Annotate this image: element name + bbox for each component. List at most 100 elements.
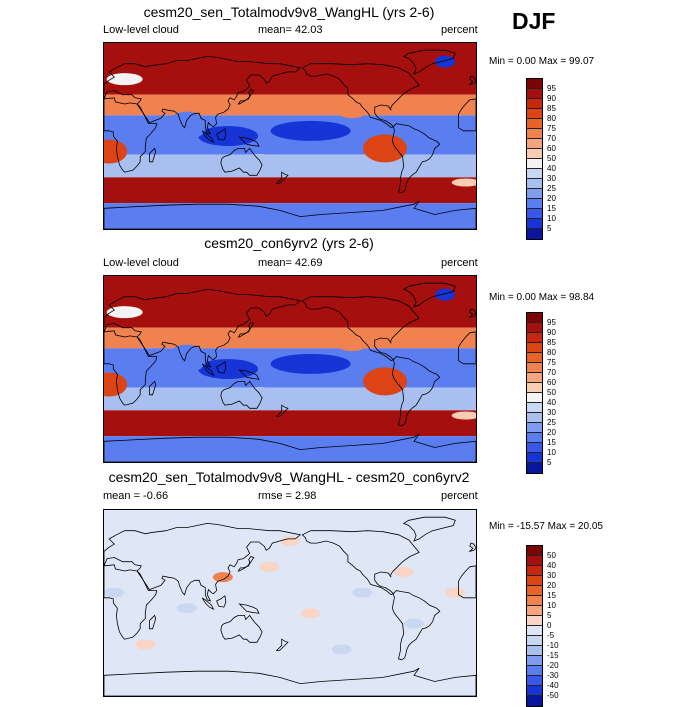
cloud-deck-peru (363, 367, 408, 396)
colorbar-cell (527, 323, 542, 333)
coastline (402, 282, 456, 308)
colorbar-cell (527, 443, 542, 453)
panel-1-min-max: Min = 0.00 Max = 99.07 (489, 56, 595, 67)
coastline (237, 322, 255, 338)
coastline (238, 603, 260, 614)
diff-anomaly (104, 587, 125, 598)
cloud-band-southern-ocean (104, 177, 476, 204)
coastline (468, 75, 476, 86)
panel-1-mean-label: mean= 42.03 (258, 24, 323, 36)
coastline (220, 380, 263, 409)
map-svg (104, 276, 476, 462)
colorbar-tick-label: 15 (547, 204, 556, 213)
cloud-low-pacific (270, 353, 351, 374)
colorbar-tick-label: 25 (547, 184, 556, 193)
colorbar-cell (527, 676, 542, 686)
cloud-band-north-sub (104, 327, 476, 349)
colorbar-tick-label: 70 (547, 368, 556, 377)
panel-2-map (103, 275, 477, 463)
coastline (104, 55, 302, 135)
colorbar-cell (527, 313, 542, 323)
colorbar-cell (527, 119, 542, 129)
colorbar-tick-label: 40 (547, 164, 556, 173)
colorbar-cell (527, 393, 542, 403)
panel-2-mean-label: mean= 42.69 (258, 257, 323, 269)
colorbar-cell (527, 353, 542, 363)
colorbar-cell (527, 586, 542, 596)
coastline (238, 369, 260, 380)
coastline (104, 433, 476, 462)
coastline (402, 49, 456, 75)
colorbar-cell (527, 453, 542, 463)
coastline (104, 330, 158, 406)
colorbar-tick-label: -15 (547, 651, 559, 660)
cloud-deck-california (336, 102, 368, 119)
coastline (201, 130, 215, 144)
cloud-band-north (104, 43, 476, 95)
coastline (237, 556, 255, 572)
colorbar-cell (527, 556, 542, 566)
colorbar-cell (527, 79, 542, 89)
cloud-low-australia (239, 153, 279, 170)
colorbar-cell (527, 423, 542, 433)
colorbar-tick-label: -10 (547, 641, 559, 650)
colorbar-tick-label: 5 (547, 224, 552, 233)
panel-3-rmse-label: rmse = 2.98 (258, 490, 317, 502)
colorbar-tick-label: 95 (547, 84, 556, 93)
colorbar-tick-label: -40 (547, 681, 559, 690)
colorbar-cell (527, 646, 542, 656)
panel-2-title: cesm20_con6yrv2 (yrs 2-6) (204, 235, 374, 251)
diff-anomaly (393, 567, 414, 577)
coastline (301, 296, 420, 362)
cloud-low-india (166, 111, 207, 140)
coastline (201, 597, 215, 611)
colorbar-cell (527, 616, 542, 626)
colorbar-cell (527, 199, 542, 209)
coastline (201, 363, 215, 377)
coastline (391, 356, 441, 427)
panel-3-units-label: percent (441, 490, 478, 502)
panel-3-mean-label: mean = -0.66 (103, 490, 169, 502)
colorbar-tick-label: 20 (547, 194, 556, 203)
coastline (468, 542, 476, 553)
coastline (238, 136, 260, 147)
coastline (237, 89, 255, 105)
coastline (104, 288, 302, 368)
panel-2-units-label: percent (441, 257, 478, 269)
cloud-mid-atlantic (451, 178, 476, 187)
cloud-low-greenland (435, 55, 455, 68)
coastline (275, 638, 289, 651)
panel-3-map (103, 509, 477, 697)
colorbar-tick-label: 70 (547, 134, 556, 143)
colorbar-cell (527, 566, 542, 576)
colorbar-tick-label: -20 (547, 661, 559, 670)
diff-anomaly (404, 618, 424, 629)
colorbar-tick-label: 75 (547, 124, 556, 133)
season-label: DJF (512, 8, 556, 34)
colorbar-tick-label: 10 (547, 601, 556, 610)
colorbar-cell (527, 383, 542, 393)
diff-anomaly (352, 587, 373, 598)
colorbar-tick-label: 5 (547, 611, 552, 620)
colorbar-tick-label: 85 (547, 104, 556, 113)
cloud-low-pacific (270, 120, 351, 141)
colorbar-cell (527, 656, 542, 666)
colorbar-cell (527, 596, 542, 606)
coastline (275, 171, 289, 184)
colorbar-tick-label: 15 (547, 591, 556, 600)
cloud-band-north (104, 276, 476, 328)
coastline (402, 516, 456, 542)
colorbar-cell (527, 403, 542, 413)
cloud-band-antarctic (104, 436, 476, 462)
colorbar-tick-label: 20 (547, 581, 556, 590)
colorbar-tick-label: 50 (547, 154, 556, 163)
colorbar-cell (527, 179, 542, 189)
cloud-deck-california (336, 335, 368, 352)
cloud-low-maritime (198, 126, 258, 146)
colorbar-tick-label: 50 (547, 388, 556, 397)
colorbar-tick-label: 10 (547, 214, 556, 223)
diff-anomaly (259, 561, 280, 572)
coastline (149, 380, 157, 396)
map-svg (104, 510, 476, 696)
coastline (104, 522, 302, 602)
